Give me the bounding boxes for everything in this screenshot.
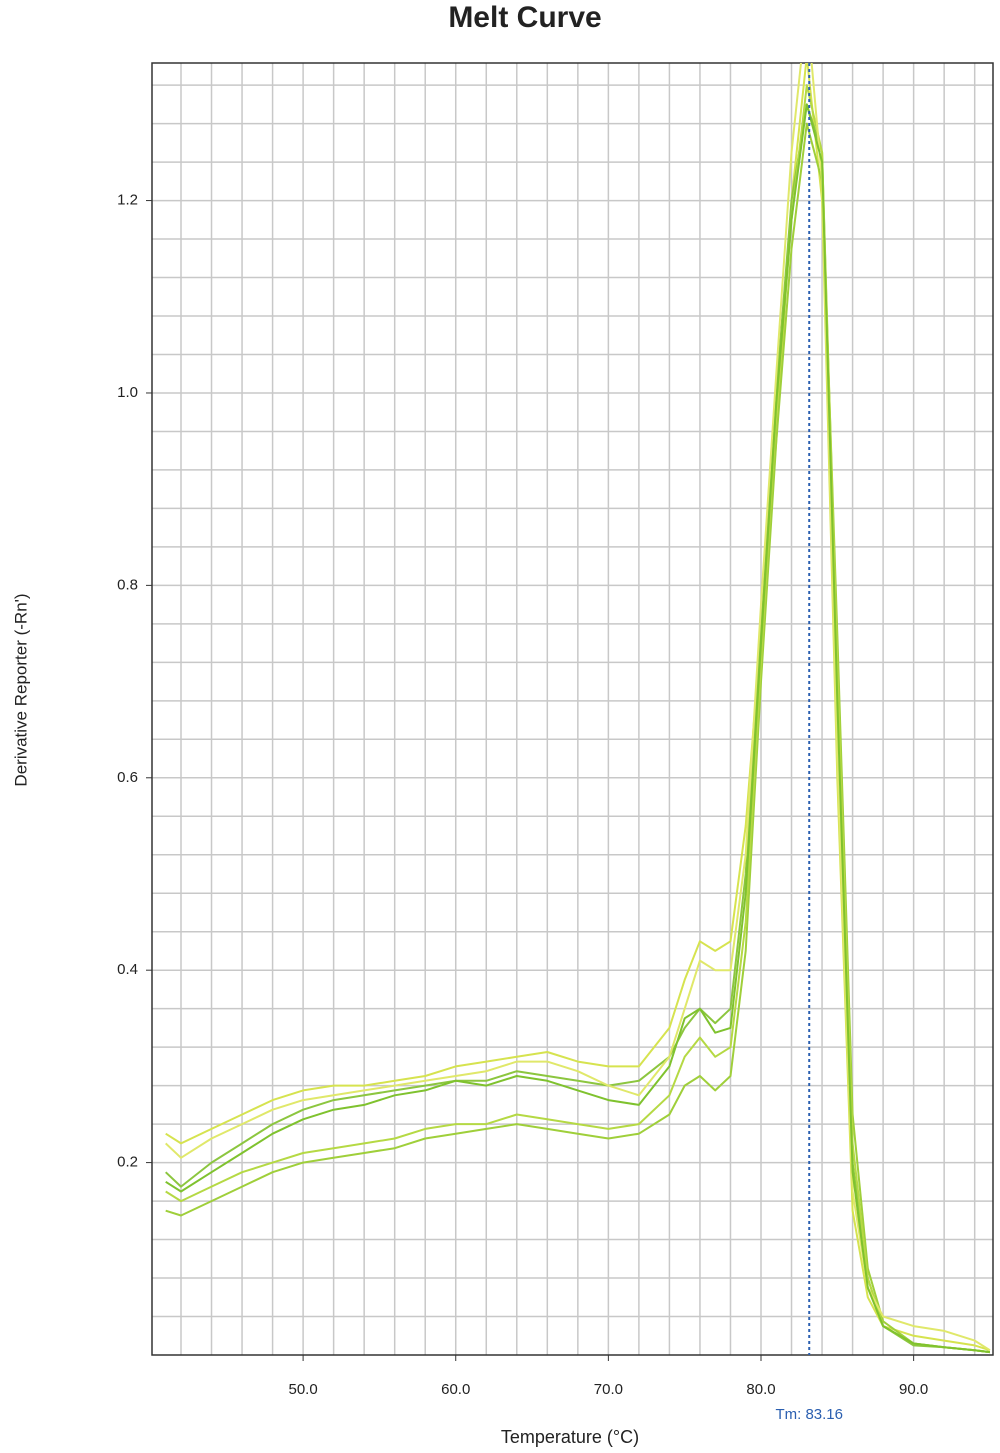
melt-curve <box>165 63 991 1352</box>
melt-curve <box>165 103 991 1354</box>
x-tick-label: 80.0 <box>746 1381 775 1398</box>
melt-curve <box>165 63 991 1352</box>
y-tick-label: 0.8 <box>117 576 138 593</box>
y-tick-label: 1.2 <box>117 192 138 209</box>
y-tick-label: 0.2 <box>117 1154 138 1171</box>
x-tick-label: 60.0 <box>441 1381 470 1398</box>
x-axis-label: Temperature (°C) <box>501 1427 639 1447</box>
y-axis-label: Derivative Reporter (-Rn') <box>11 593 30 786</box>
y-tick-label: 0.4 <box>117 961 138 978</box>
x-tick-label: 70.0 <box>594 1381 623 1398</box>
melt-curve <box>165 122 991 1354</box>
chart-title: Melt Curve <box>448 1 601 34</box>
tm-label: Tm: 83.16 <box>775 1406 843 1423</box>
y-tick-label: 0.6 <box>117 769 138 786</box>
y-tick-label: 1.0 <box>117 384 138 401</box>
plot-lines <box>165 63 991 1354</box>
plot-frame <box>151 62 994 1356</box>
x-tick-label: 50.0 <box>289 1381 318 1398</box>
melt-curve <box>165 84 991 1354</box>
x-tick-label: 90.0 <box>899 1381 928 1398</box>
